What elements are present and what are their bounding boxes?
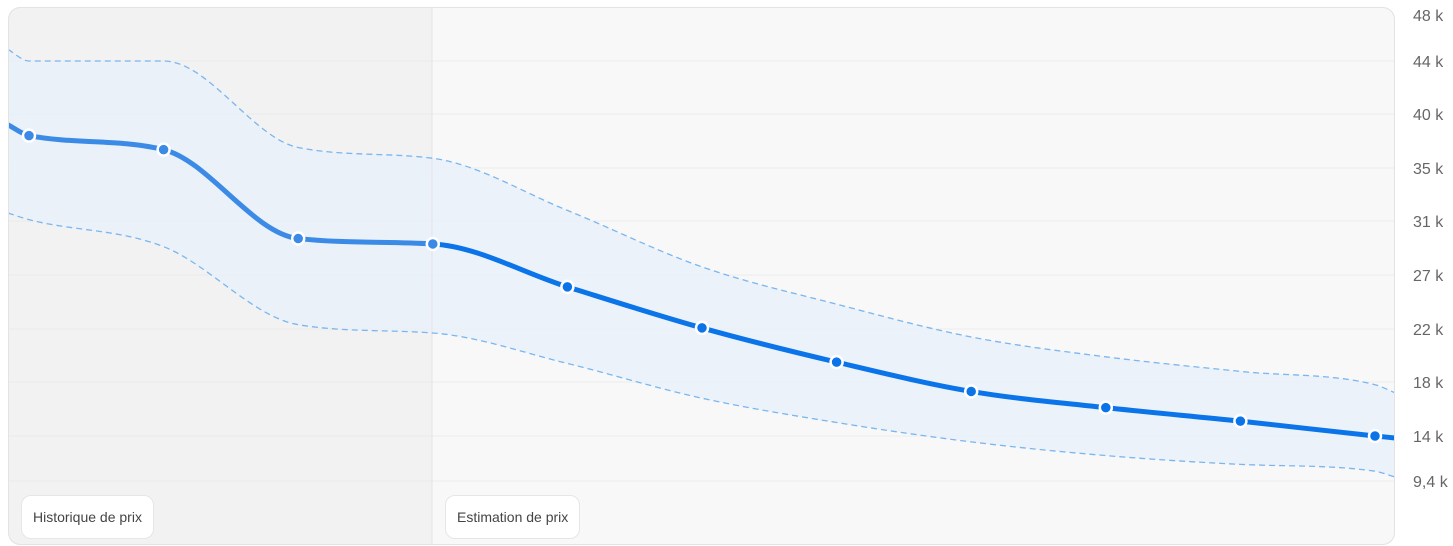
confidence-band: [8, 49, 1395, 478]
y-tick-label: 18 k: [1413, 375, 1444, 392]
y-tick-label: 22 k: [1413, 322, 1444, 339]
price-point: [290, 231, 306, 246]
y-tick-label: 48 k: [1413, 8, 1444, 25]
price-point: [156, 142, 171, 157]
price-point: [694, 320, 710, 336]
price-point: [1098, 400, 1114, 415]
y-tick-label: 44 k: [1413, 54, 1444, 71]
price-point: [425, 236, 441, 252]
estimate-section-label: Estimation de prix: [445, 495, 581, 539]
history-section-label: Historique de prix: [21, 495, 154, 539]
price-point: [829, 354, 844, 370]
y-tick-label: 35 k: [1413, 161, 1444, 178]
upper-bound-line: [8, 48, 1395, 394]
price-line-history: [8, 122, 432, 441]
plot-area: [8, 7, 1395, 545]
price-point: [963, 384, 979, 399]
y-tick-label: 40 k: [1413, 107, 1444, 124]
y-tick-label: 14 k: [1413, 429, 1444, 446]
price-point: [1233, 413, 1248, 429]
y-tick-label: 27 k: [1413, 268, 1444, 285]
lower-bound-line: [8, 212, 1395, 478]
plot-border: [8, 7, 1395, 545]
price-point: [1367, 428, 1383, 444]
price-point: [560, 279, 575, 295]
y-tick-label: 31 k: [1413, 214, 1444, 231]
price-point: [21, 128, 37, 143]
y-tick-label: 9,4 k: [1413, 474, 1449, 491]
